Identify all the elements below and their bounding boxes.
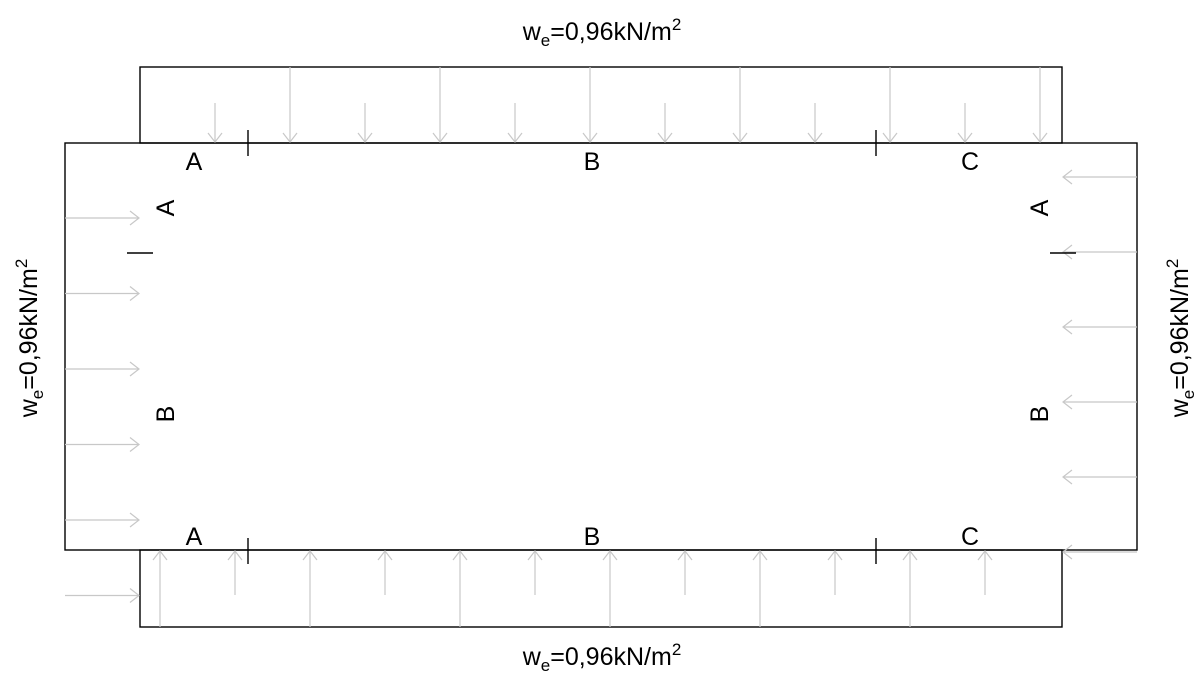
top-load-arrows [207,67,1048,143]
bottom-load-arrow [152,550,168,627]
right-load-label: we=0,96kN/m2 [1163,259,1198,419]
bottom-load-box [139,549,1063,628]
top-load-label: we=0,96kN/m2 [522,15,682,50]
bottom-load-arrow [377,550,393,595]
bottom-load-arrow [677,550,693,595]
right-load-arrow [1062,244,1137,260]
right-load-arrow [1062,544,1137,560]
building-outline [64,142,1138,551]
right-load-arrows [1062,169,1137,560]
top-load-arrow [282,67,298,143]
bottom-load-arrow [602,550,618,627]
bottom-load-arrow [452,550,468,627]
right-load-arrow [1062,469,1137,485]
bottom-load-arrow [527,550,543,595]
zone-label-top-b: B [584,148,601,176]
zone-label-left-a: A [152,199,180,216]
zone-label-right-a: A [1026,199,1054,216]
top-load-arrow [807,103,823,143]
top-load-arrow [957,103,973,143]
left-load-arrow [65,286,140,301]
bottom-load-arrow [827,550,843,595]
bottom-load-label: we=0,96kN/m2 [522,640,682,675]
top-load-arrow [357,103,373,143]
top-load-arrow [882,67,898,143]
left-load-arrows [65,210,140,603]
left-load-arrow [65,588,140,603]
top-load-arrow [732,67,748,143]
top-load-arrow [1032,67,1048,143]
left-load-label: we=0,96kN/m2 [12,259,47,419]
zone-label-bottom-b: B [584,523,601,551]
top-load-arrow [507,103,523,143]
right-load-arrow [1062,169,1137,185]
bottom-load-arrow [977,550,993,595]
zone-label-right-b: B [1026,406,1054,423]
bottom-load-arrows [152,550,993,627]
right-load-arrow [1062,394,1137,410]
bottom-load-arrow [752,550,768,627]
left-load-arrow [65,210,140,226]
top-load-box [139,66,1063,144]
zone-label-top-c: C [961,148,979,176]
bottom-load-arrow [302,550,318,627]
left-load-arrow [65,512,140,528]
top-load-arrow [207,103,223,143]
left-load-arrow [65,437,140,452]
top-load-arrow [657,103,673,143]
zone-label-top-a: A [186,148,203,176]
top-load-arrow [432,67,448,143]
top-load-arrow [582,67,598,143]
bottom-load-arrow [902,550,918,627]
zone-label-bottom-c: C [961,523,979,551]
bottom-load-arrow [227,550,243,595]
left-load-arrow [65,361,140,377]
right-load-arrow [1062,319,1137,335]
zone-label-left-b: B [152,406,180,423]
zone-label-bottom-a: A [186,523,203,551]
